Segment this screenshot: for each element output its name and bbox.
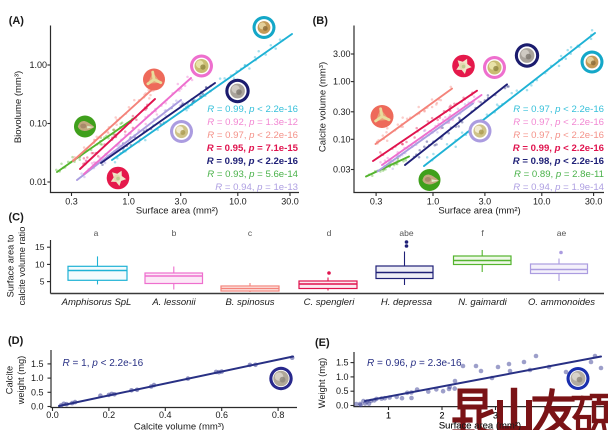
svg-text:0.8: 0.8: [272, 410, 285, 420]
svg-text:(E): (E): [315, 337, 330, 349]
svg-text:R = 0.99, p < 2.2e-16: R = 0.99, p < 2.2e-16: [207, 156, 298, 167]
svg-text:Amphisorus SpL: Amphisorus SpL: [61, 297, 132, 308]
svg-text:1.0: 1.0: [31, 373, 44, 383]
svg-text:R = 0.97, p < 2.2e-16: R = 0.97, p < 2.2e-16: [513, 130, 604, 141]
svg-text:0.4: 0.4: [159, 410, 172, 420]
svg-text:2: 2: [439, 411, 444, 421]
svg-text:1.0: 1.0: [336, 372, 349, 382]
svg-text:R = 1, p < 2.2e-16: R = 1, p < 2.2e-16: [63, 358, 144, 369]
svg-text:3.0: 3.0: [174, 197, 187, 207]
svg-text:10.0: 10.0: [229, 197, 247, 207]
svg-text:30.0: 30.0: [585, 197, 603, 207]
svg-text:Surface area (mm²): Surface area (mm²): [439, 421, 521, 431]
svg-text:f: f: [481, 228, 484, 238]
svg-text:1: 1: [386, 411, 391, 421]
svg-text:10: 10: [35, 259, 45, 269]
svg-text:R = 0.99, p < 2.2e-16: R = 0.99, p < 2.2e-16: [207, 104, 298, 115]
svg-text:0.5: 0.5: [336, 386, 349, 396]
svg-text:(D): (D): [8, 335, 24, 347]
svg-text:Surface area (mm²): Surface area (mm²): [136, 206, 218, 217]
svg-text:15: 15: [35, 242, 45, 252]
svg-text:Calcite volume (mm³): Calcite volume (mm³): [134, 422, 224, 431]
svg-text:5: 5: [40, 277, 45, 287]
svg-text:Calcite volume (mm³): Calcite volume (mm³): [318, 62, 329, 152]
svg-text:R = 0.89, p = 2.8e-11: R = 0.89, p = 2.8e-11: [514, 169, 604, 180]
svg-text:1.00: 1.00: [333, 77, 351, 87]
svg-text:R = 0.96, p = 2.3e-16: R = 0.96, p = 2.3e-16: [367, 358, 462, 369]
svg-text:(A): (A): [9, 15, 25, 27]
svg-text:0.3: 0.3: [65, 197, 78, 207]
svg-text:0.3: 0.3: [370, 197, 383, 207]
svg-text:0.2: 0.2: [103, 410, 116, 420]
svg-text:b: b: [172, 228, 177, 238]
svg-text:1.0: 1.0: [427, 197, 440, 207]
svg-text:0.01: 0.01: [29, 177, 47, 187]
svg-text:0.6: 0.6: [215, 410, 228, 420]
svg-text:R = 0.97, p < 2.2e-16: R = 0.97, p < 2.2e-16: [513, 104, 604, 115]
svg-text:d: d: [327, 228, 332, 238]
svg-text:1.5: 1.5: [336, 358, 349, 368]
svg-text:R = 0.93, p = 5.6e-14: R = 0.93, p = 5.6e-14: [207, 169, 298, 180]
svg-text:0.30: 0.30: [333, 107, 351, 117]
svg-text:R = 0.92, p = 1.3e-12: R = 0.92, p = 1.3e-12: [207, 117, 298, 128]
svg-text:1.0: 1.0: [122, 197, 135, 207]
svg-text:ae: ae: [557, 228, 567, 238]
svg-text:calcite volume ratio: calcite volume ratio: [17, 227, 27, 306]
svg-text:A. lessonii: A. lessonii: [151, 297, 196, 308]
svg-text:0.5: 0.5: [31, 387, 44, 397]
svg-text:R = 0.97, p < 2.2e-16: R = 0.97, p < 2.2e-16: [207, 130, 298, 141]
svg-text:N. gaimardi: N. gaimardi: [458, 297, 507, 308]
svg-text:3: 3: [493, 411, 498, 421]
svg-text:Surface area to: Surface area to: [6, 235, 16, 298]
svg-text:Surface area (mm²): Surface area (mm²): [438, 206, 520, 217]
svg-text:C. spengleri: C. spengleri: [304, 297, 356, 308]
svg-text:R = 0.94, p = 1.9e-14: R = 0.94, p = 1.9e-14: [513, 182, 604, 193]
svg-text:R = 0.97, p < 2.2e-16: R = 0.97, p < 2.2e-16: [513, 117, 604, 128]
svg-text:3: 3: [493, 411, 498, 421]
svg-text:Biovolume (mm³): Biovolume (mm³): [13, 71, 24, 143]
svg-text:1.00: 1.00: [29, 60, 47, 70]
svg-text:0.0: 0.0: [31, 402, 44, 412]
svg-text:30.0: 30.0: [281, 197, 299, 207]
svg-text:(B): (B): [313, 15, 329, 27]
svg-text:0.0: 0.0: [336, 401, 349, 411]
svg-text:0.10: 0.10: [29, 119, 47, 129]
svg-text:B. spinosus: B. spinosus: [225, 297, 274, 308]
svg-text:O. ammonoides: O. ammonoides: [528, 297, 595, 308]
svg-text:0.0: 0.0: [46, 410, 59, 420]
svg-text:weight (mg): weight (mg): [16, 356, 26, 406]
svg-text:0.10: 0.10: [333, 134, 351, 144]
svg-text:abe: abe: [399, 228, 413, 238]
svg-text:2: 2: [439, 411, 444, 421]
svg-text:R = 0.98, p < 2.2e-16: R = 0.98, p < 2.2e-16: [513, 156, 604, 167]
svg-text:R = 0.99, p < 2.2e-16: R = 0.99, p < 2.2e-16: [513, 143, 604, 154]
svg-text:1.5: 1.5: [31, 359, 44, 369]
svg-text:H. depressa: H. depressa: [381, 297, 432, 308]
svg-text:3.00: 3.00: [333, 49, 351, 59]
svg-text:(C): (C): [9, 212, 25, 224]
svg-text:0.03: 0.03: [333, 165, 351, 175]
svg-text:R = 0.94, p = 1e-13: R = 0.94, p = 1e-13: [215, 182, 298, 193]
svg-text:R = 0.95, p = 7.1e-15: R = 0.95, p = 7.1e-15: [207, 143, 299, 154]
svg-text:c: c: [248, 228, 253, 238]
svg-text:Calcite: Calcite: [5, 366, 15, 394]
svg-text:Weight (mg): Weight (mg): [317, 358, 327, 408]
svg-text:1: 1: [386, 411, 391, 421]
svg-text:10.0: 10.0: [533, 197, 551, 207]
svg-text:3.0: 3.0: [479, 197, 492, 207]
svg-text:a: a: [94, 228, 99, 238]
